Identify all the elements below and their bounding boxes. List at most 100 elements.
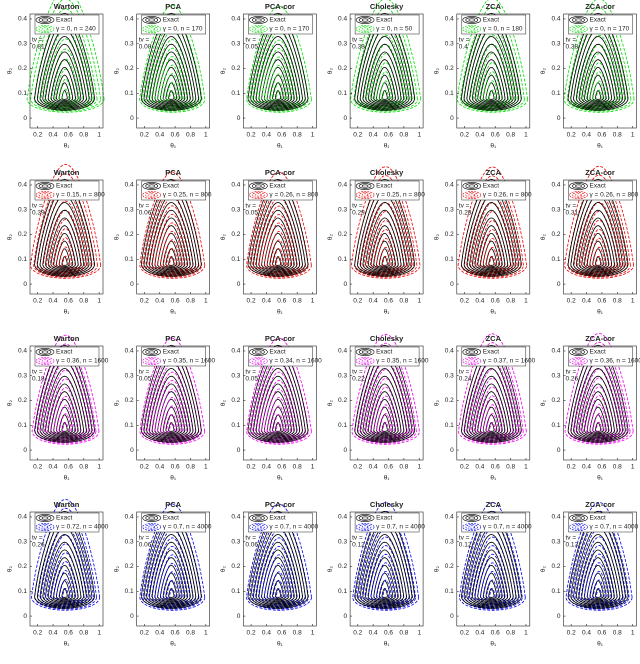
approx-contour [592,246,606,268]
x-tick-label: 0.4 [262,298,271,305]
legend-label: Exact [163,515,179,522]
exact-contour [474,549,509,604]
y-tick-label: 0 [450,447,454,454]
x-tick-label: 0.6 [597,132,606,139]
legend-swatch [575,27,582,31]
x-tick-label: 0.6 [597,464,606,471]
approx-contour [467,527,517,608]
tv-value: 0.26 [566,376,579,383]
y-tick-label: 0.2 [551,397,560,404]
x-tick-label: 0.2 [33,630,42,637]
exact-contour [575,201,621,274]
exact-contour [381,256,388,266]
x-tick-label: 0.6 [64,298,73,305]
approx-contour [563,0,635,113]
legend-swatch [255,350,262,354]
legend-label: γ = 0, n = 240 [56,26,96,33]
tv-value: 0.26 [32,542,45,549]
legend-swatch [358,358,372,364]
x-axis-label: θ₁ [277,641,284,648]
legend-swatch [468,193,476,197]
legend-swatch [462,523,482,531]
legend-swatch [569,357,588,365]
legend-swatch [148,18,155,22]
chart-title: ZCA [486,500,502,509]
x-tick-label: 0.6 [491,630,500,637]
x-tick-label: 0.2 [460,298,469,305]
annotation: tv = [459,37,470,44]
tv-value: 0.24 [459,376,472,383]
approx-contour [159,64,185,105]
approx-contour [160,396,185,437]
x-tick-label: 0.4 [369,630,378,637]
legend-swatch [38,349,52,355]
legend-swatch [145,17,158,23]
legend-swatch [358,17,372,23]
panel: 0.2 0.4 0.6 0.8 1 0 0.1 0.2 0.3 0.4 θ₁ θ₂ ZCA Exact γ … [434,0,531,150]
exact-contour [367,217,402,272]
panel: 0.2 0.4 0.6 0.8 1 0 0.1 0.2 0.3 0.4 θ₁ θ₂ Cholesky Ex… [327,500,425,648]
x-tick-label: 0.6 [491,132,500,139]
legend-swatch [569,523,588,531]
legend-swatch [249,514,268,522]
x-tick-label: 1 [417,298,421,305]
annotation: tv = [566,203,577,210]
x-tick-label: 0.6 [64,630,73,637]
approx-contour [257,39,301,108]
legend-swatch [465,26,479,32]
x-tick-label: 0.2 [140,132,149,139]
approx-contour [583,386,616,438]
axes-box [349,511,424,627]
chart-title: PCA [165,2,181,11]
exact-contour [255,367,301,440]
y-tick-label: 0.4 [18,348,27,355]
approx-contour [160,562,185,603]
y-tick-label: 0.3 [18,40,27,47]
x-tick-label: 0.8 [79,298,88,305]
legend-swatch [358,515,372,521]
exact-contour [365,209,405,273]
y-tick-label: 0.2 [18,563,27,570]
x-axis-label: θ₁ [597,475,604,482]
y-tick-label: 0.3 [551,40,560,47]
approx-contour [479,562,505,603]
exact-contour [469,35,514,108]
tv-value: 0.13 [566,542,579,549]
approx-contour [260,380,298,439]
legend-swatch [249,182,268,190]
exact-contour [573,526,624,607]
exact-contour [466,28,517,109]
exact-contour [367,51,402,106]
approx-contour [369,219,402,272]
y-tick-label: 0.1 [445,422,454,429]
exact-contour [575,533,621,606]
exact-contour [381,588,388,598]
legend-swatch [252,192,265,198]
legend-swatch [142,16,161,24]
exact-contour [581,51,615,106]
tv-value: 0.81 [32,44,45,51]
exact-contour [381,90,388,100]
legend-swatch [358,192,372,198]
approx-contour [52,395,79,437]
x-axis-label: θ₁ [490,143,497,150]
legend-swatch [252,183,265,189]
y-tick-label: 0.2 [18,65,27,72]
x-tick-label: 0.4 [475,630,484,637]
exact-contour [365,541,405,605]
exact-contour [39,360,90,441]
x-tick-label: 0.4 [49,464,58,471]
y-tick-label: 0.1 [445,256,454,263]
x-tick-label: 0.8 [186,464,195,471]
y-tick-label: 0.1 [551,256,560,263]
x-tick-label: 0.4 [582,464,591,471]
x-tick-label: 0.4 [369,298,378,305]
y-tick-label: 0.2 [338,65,347,72]
x-tick-label: 0.2 [247,630,256,637]
legend-swatch [41,193,49,197]
exact-contour [595,422,602,432]
exact-contour [47,217,82,272]
panel: 0.2 0.4 0.6 0.8 1 0 0.1 0.2 0.3 0.4 θ₁ θ₂ ZCA Exact γ … [434,166,532,316]
x-tick-label: 0.8 [293,630,302,637]
x-tick-label: 1 [204,298,208,305]
